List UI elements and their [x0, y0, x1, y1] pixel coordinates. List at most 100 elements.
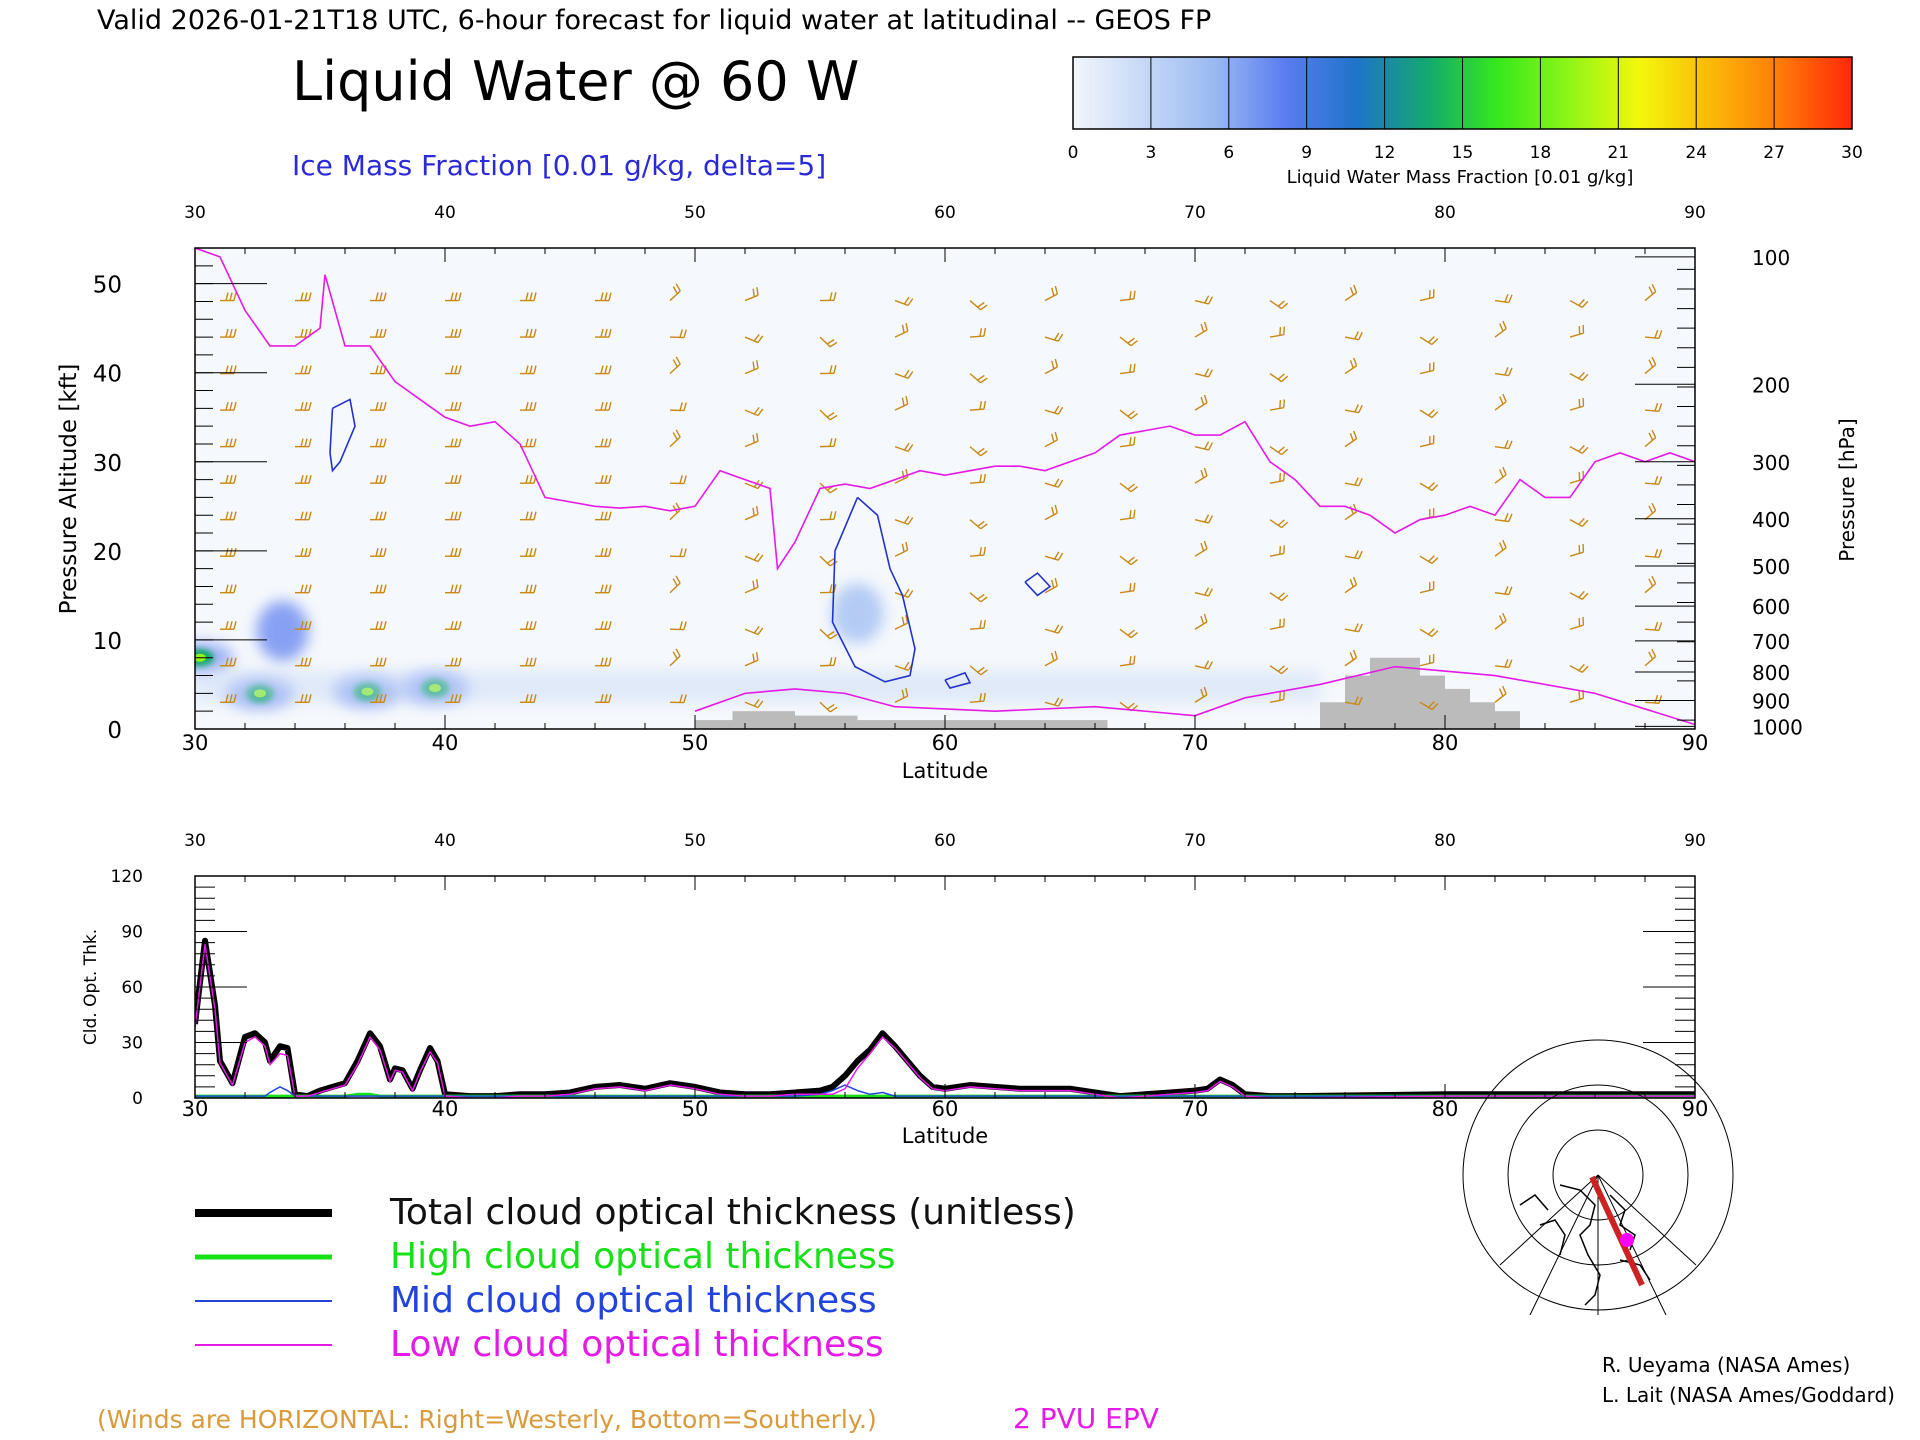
wind-barb-flag: [679, 402, 683, 411]
liquid-water-blob: [256, 601, 309, 662]
wind-barb-flag: [1277, 519, 1285, 526]
wind-barb-shaft: [1569, 697, 1584, 703]
bottom-x-tick-label: 50: [682, 1097, 709, 1121]
wind-barb: [1269, 373, 1289, 383]
wind-barb-shaft: [1269, 446, 1282, 456]
wind-barb-shaft: [1119, 517, 1134, 521]
wind-barb-flag: [1578, 618, 1581, 627]
wind-barb-shaft: [1419, 296, 1434, 302]
wind-barb-flag: [980, 669, 988, 676]
wind-barb-flag: [1354, 550, 1359, 559]
wind-barb: [595, 292, 612, 302]
wind-barb: [295, 621, 312, 630]
wind-barb-flag: [450, 694, 454, 703]
wind-barb-flag: [454, 365, 458, 374]
wind-barb-flag: [1283, 399, 1286, 408]
credit-2: L. Lait (NASA Ames/Goddard): [1602, 1383, 1895, 1407]
wind-barb-shaft: [744, 294, 759, 302]
wind-barb: [1044, 285, 1059, 302]
wind-barb: [1044, 431, 1059, 448]
wind-barb: [1344, 649, 1358, 667]
wind-barb-flag: [1432, 289, 1435, 298]
wind-barb-flag: [454, 438, 458, 447]
wind-barb-flag: [608, 328, 612, 338]
wind-barb: [744, 433, 759, 448]
wind-barb-shaft: [1494, 518, 1509, 523]
wind-barb: [669, 575, 681, 594]
wind-barb-flag: [225, 511, 229, 520]
wind-barb: [1194, 295, 1214, 305]
wind-barb: [520, 548, 537, 557]
wind-barb-shaft: [1344, 482, 1359, 487]
wind-barb-flag: [1053, 478, 1060, 487]
terrain-bar: [1495, 711, 1520, 729]
wind-barb-shaft: [669, 436, 681, 448]
wind-barb-flag: [529, 584, 533, 593]
wind-barb-flag: [533, 657, 537, 666]
wind-barb-flag: [1279, 619, 1281, 628]
wind-barb-flag: [1352, 576, 1358, 585]
wind-barb-flag: [903, 442, 910, 451]
wind-barb-flag: [529, 365, 533, 374]
wind-barb: [1419, 435, 1435, 448]
epv-2pvu-line: [195, 248, 1695, 572]
top-xlabel: Latitude: [902, 759, 988, 783]
wind-barb-flag: [1133, 655, 1136, 664]
wind-barb: [1569, 444, 1589, 454]
wind-barb-flag: [1581, 446, 1589, 454]
wind-barb-flag: [903, 661, 910, 670]
wind-barb-flag: [826, 412, 835, 418]
wind-barb-flag: [304, 584, 308, 593]
wind-barb-flag: [756, 433, 759, 442]
top-x-tick-label: 70: [1182, 731, 1209, 755]
wind-barb-flag: [375, 621, 379, 630]
wind-barb-shaft: [1494, 328, 1507, 338]
wind-barb-flag: [752, 507, 755, 516]
wind-barb: [1419, 581, 1435, 594]
wind-barb-flag: [1651, 648, 1657, 657]
wind-barb: [1119, 290, 1136, 302]
bottom-x-tick-label: 70: [1182, 1097, 1209, 1121]
wind-barb-shaft: [969, 300, 982, 311]
bottom-x-tick-label: 30: [182, 1097, 209, 1121]
wind-barb-flag: [225, 292, 229, 301]
wind-barb-flag: [1429, 290, 1431, 299]
wind-barb-shaft: [1044, 512, 1058, 521]
wind-barb-flag: [458, 548, 462, 557]
wind-barb-flag: [1431, 703, 1439, 710]
wind-barb-flag: [225, 657, 229, 666]
bottom-x-tick-label-upper: 60: [934, 831, 956, 851]
wind-barb: [520, 292, 537, 302]
wind-barb-shaft: [969, 408, 985, 411]
wind-barb-shaft: [1569, 446, 1583, 454]
winds-note: (Winds are HORIZONTAL: Right=Westerly, B…: [97, 1405, 877, 1434]
wind-barb-shaft: [1569, 332, 1584, 338]
wind-barb-flag: [533, 621, 537, 630]
wind-barb-flag: [225, 328, 229, 338]
wind-barb: [969, 692, 986, 703]
wind-barb-flag: [1279, 692, 1281, 701]
wind-barb-shaft: [969, 700, 985, 703]
wind-barb: [445, 474, 462, 484]
wind-barb-flag: [383, 548, 387, 557]
wind-barb: [220, 657, 237, 667]
wind-barb-flag: [979, 620, 982, 629]
wind-barb-flag: [1651, 283, 1657, 292]
wind-barb: [595, 584, 612, 594]
wind-barb-flag: [1658, 476, 1663, 485]
wind-barb-shaft: [894, 476, 908, 484]
wind-barb-shaft: [1494, 665, 1509, 669]
wind-barb-flag: [1133, 436, 1136, 445]
wind-barb-flag: [525, 548, 529, 557]
wind-barb-shaft: [1344, 365, 1357, 375]
wind-barb-flag: [233, 292, 237, 301]
wind-barb-flag: [1358, 477, 1363, 487]
wind-barb-flag: [300, 328, 304, 338]
wind-barb-flag: [533, 548, 537, 557]
wind-barb-shaft: [969, 519, 982, 530]
wind-barb-flag: [1432, 435, 1435, 444]
wind-barb-shaft: [1194, 299, 1209, 305]
wind-barb: [819, 292, 837, 302]
wind-barb-shaft: [1344, 657, 1357, 667]
wind-barb-flag: [1358, 550, 1363, 560]
